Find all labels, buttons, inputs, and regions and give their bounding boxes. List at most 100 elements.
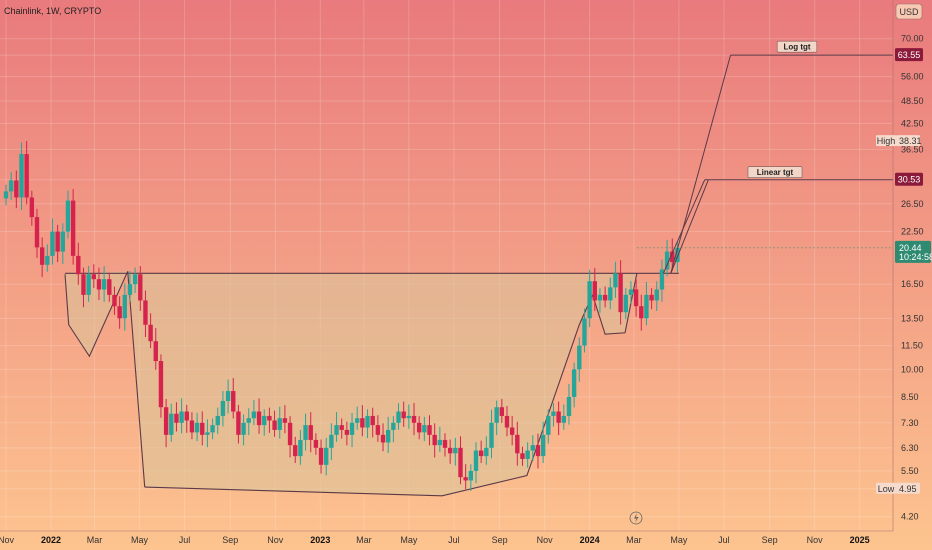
high-tag: High 38.31 [876,135,922,147]
candle-body [468,470,474,481]
candle-body [422,425,427,433]
candle-body [34,217,40,248]
low-tag: Low 4.95 [876,482,920,494]
candle-body [447,447,453,454]
candle-body [623,294,628,313]
currency-label: USD [899,7,919,17]
svg-text:63.55: 63.55 [898,50,921,60]
candle-body [60,231,66,252]
candle-body [262,415,267,426]
candle-body [101,279,107,290]
candle-body [442,439,448,448]
x-tick-label: Jul [448,535,460,545]
candle-body [282,418,288,423]
price-axis[interactable]: 4.20 4.95 5.50 6.30 7.30 8.50 10.00 11.50 13.50 1… [876,0,932,531]
candle-body [473,450,479,471]
candle-body [618,273,623,313]
candle-body [613,273,618,288]
y-tick-label: 7.30 [901,418,919,428]
candle-body [396,411,401,423]
candle-body [231,391,236,412]
svg-text:38.31: 38.31 [899,136,922,146]
y-tick-label: 16.50 [901,279,924,289]
y-tick-label: 48.50 [901,96,924,106]
candle-body [107,279,112,295]
currency-button[interactable]: USD [895,3,923,20]
candle-body [670,251,675,263]
candle-body [509,427,515,435]
candle-body [225,391,231,401]
y-tick-label: 36.50 [901,144,924,154]
candle-body [24,154,29,198]
x-tick-label: 2024 [580,535,600,545]
candle-body [458,447,463,478]
candle-body [205,432,210,435]
svg-text:Linear tgt: Linear tgt [757,168,794,177]
last-price-value: 20.44 [899,243,922,253]
candle-body [163,407,169,435]
y-tick-label: 56.00 [901,72,924,82]
target-lines-layer: Log tgt Linear tgt [636,40,893,274]
countdown: 10:24:58 [899,252,932,262]
candle-body [602,294,608,301]
candle-body [334,425,339,435]
candle-body [411,415,417,423]
y-tick-label: 22.50 [901,227,924,237]
cup-fill [127,273,637,496]
candle-body [437,439,443,446]
candle-body [664,251,670,270]
x-tick-label: Jul [718,535,730,545]
candle-body [427,425,432,435]
candle-body [308,425,313,440]
candle-body [55,231,60,252]
candle-body [241,422,246,435]
candle-body [153,341,158,362]
candle-body [210,425,215,433]
x-tick-label: Nov [0,535,14,545]
candle-body [489,422,494,448]
candle-body [200,422,205,435]
candle-body [19,154,24,198]
y-tick-label: 26.50 [901,199,924,209]
x-tick-label: May [670,535,688,545]
x-tick-label: Sep [492,535,508,545]
svg-text:Log tgt: Log tgt [783,43,810,52]
candle-body [86,274,91,295]
candle-body [535,445,541,457]
candle-body [29,197,35,218]
y-tick-label: 11.50 [901,341,923,351]
candle-body [561,415,567,423]
candle-body [256,411,262,426]
candle-body [344,429,350,435]
x-tick-label: Sep [222,535,238,545]
candle-body [132,274,138,285]
x-tick-label: Mar [626,535,642,545]
candle-body [313,439,319,448]
candle-body [401,411,406,419]
candle-body [39,247,45,265]
candle-body [571,369,577,397]
svg-text:High: High [877,136,896,146]
x-tick-label: 2022 [41,535,61,545]
candle-body [556,411,561,423]
candle-body [432,434,437,446]
x-tick-label: Nov [537,535,554,545]
candle-body [267,415,272,421]
candles-layer [3,140,680,491]
candle-body [659,269,665,290]
time-axis[interactable]: Nov 2022 Mar May Jul Sep Nov 2023 Mar May Jul Sep No… [0,530,893,545]
candle-body [324,447,329,465]
candle-body [148,324,153,342]
candle-body [540,434,546,457]
candle-body [91,274,97,280]
chart-title: Chainlink, 1W, CRYPTO [4,6,101,16]
candle-body [318,447,324,465]
candle-body [189,420,195,433]
x-tick-label: Nov [807,535,824,545]
lightning-icon[interactable] [629,511,643,525]
log-projection [670,55,732,274]
candle-body [112,294,117,307]
